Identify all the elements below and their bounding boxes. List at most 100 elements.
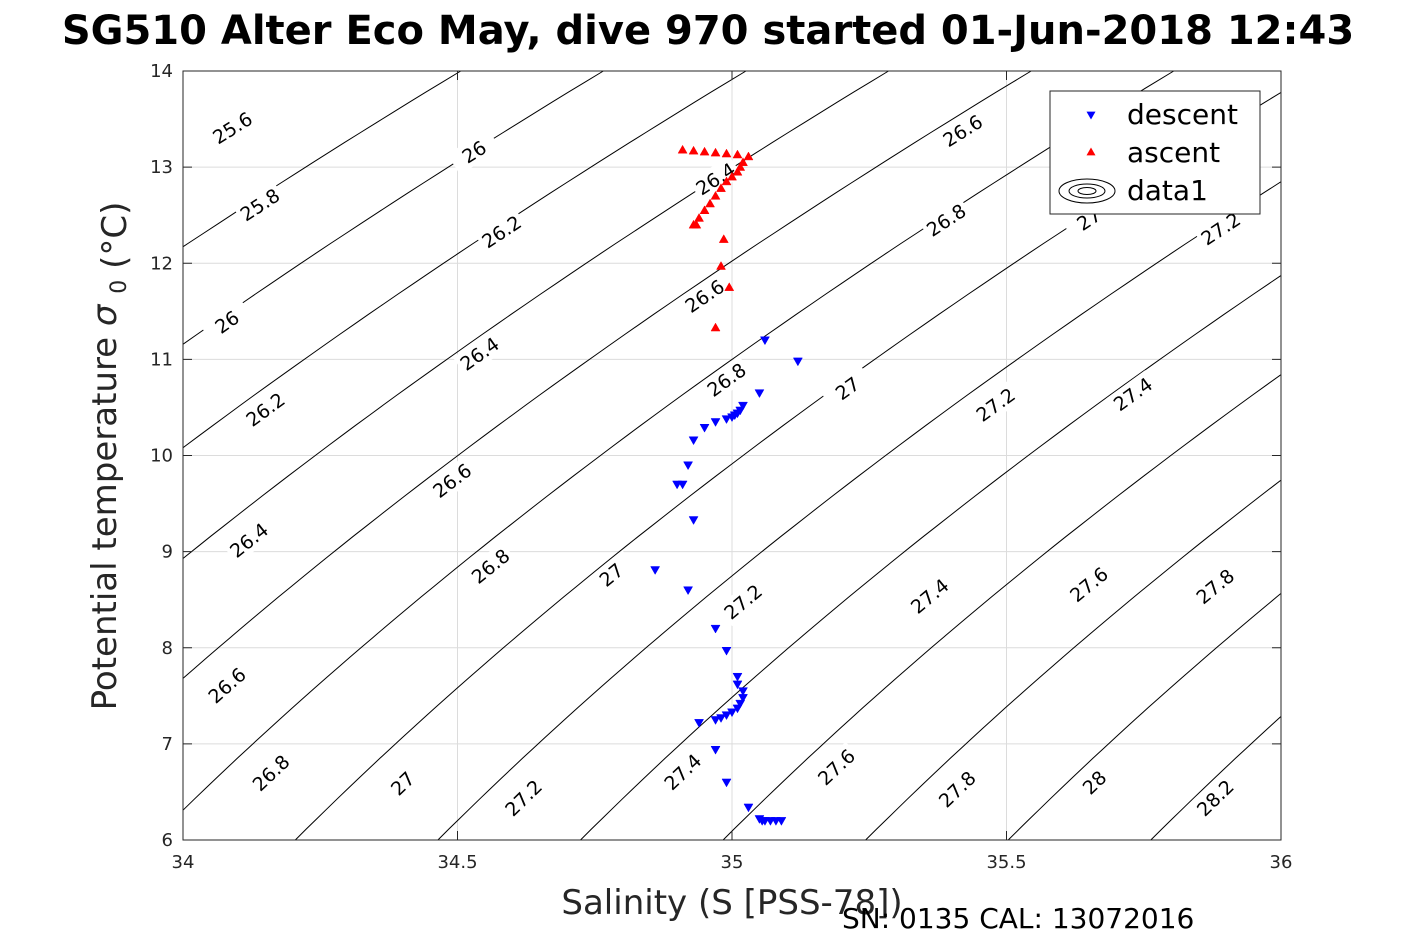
ascent-point-9 — [732, 166, 743, 176]
y-axis-label-main: Potential temperature — [85, 337, 125, 710]
contour-line-10 — [864, 479, 1281, 840]
contour-line-9 — [722, 374, 1281, 840]
legend-box — [1049, 90, 1261, 215]
x-tick-label-3: 35.5 — [986, 852, 1026, 873]
contour-label-bg-33 — [1189, 772, 1241, 824]
descent-point-30 — [694, 719, 704, 728]
descent-point-39 — [776, 817, 787, 826]
descent-point-31 — [710, 746, 721, 755]
contour-line-2 — [183, 71, 747, 449]
contour-label-bg-21 — [716, 577, 770, 627]
calibration-footer: SN: 0135 CAL: 13072016 — [842, 902, 1194, 935]
descent-point-17 — [683, 586, 694, 596]
descent-point-12 — [683, 461, 694, 471]
x-tick-label-2: 35 — [721, 852, 744, 873]
descent-point-10 — [699, 423, 710, 433]
contour-label-bg-13 — [700, 355, 754, 404]
contour-label-bg-19 — [464, 541, 517, 591]
ascent-point-1 — [688, 145, 699, 155]
x-tick-label-0: 34 — [172, 852, 195, 873]
descent-point-21 — [732, 680, 743, 690]
descent-point-29 — [710, 716, 721, 725]
contour-label-bg-23 — [1062, 559, 1116, 609]
y-axis-label-symbol: σ — [85, 303, 125, 326]
contour-label-bg-17 — [425, 456, 479, 505]
legend-label-data1: data1 — [1127, 174, 1208, 207]
legend-label-ascent: ascent — [1127, 136, 1220, 169]
contour-label-bg-22 — [903, 571, 956, 621]
x-axis-ticks: 34 34.5 35 35.5 36 — [172, 71, 1293, 873]
ascent-point-12 — [716, 183, 726, 192]
descent-point-9 — [710, 418, 721, 427]
ascent-point-21 — [724, 282, 735, 291]
ascent-point-11 — [721, 176, 732, 186]
contour-label-bg-6 — [677, 272, 732, 320]
ascent-point-15 — [699, 205, 710, 215]
contour-label-bg-32 — [1068, 757, 1120, 808]
descent-point-20 — [732, 672, 743, 682]
ascent-point-10 — [727, 171, 737, 181]
descent-point-19 — [721, 647, 732, 656]
contour-label-bg-28 — [497, 772, 549, 824]
descent-point-2 — [754, 389, 765, 399]
contour-label-bg-9 — [919, 196, 973, 244]
contour-label-bg-8 — [935, 107, 990, 154]
legend-marker-ascent — [1086, 147, 1096, 156]
descent-point-24 — [735, 699, 746, 709]
descent-series — [650, 336, 803, 826]
y-tick-label-0: 6 — [162, 830, 173, 851]
legend-marker-descent — [1086, 111, 1096, 120]
contour-label-bg-27 — [376, 758, 429, 809]
x-tick-label-1: 34.5 — [437, 852, 477, 873]
legend: descent ascent data1 — [1049, 90, 1261, 215]
ascent-point-13 — [710, 190, 721, 200]
y-tick-label-1: 7 — [162, 734, 173, 755]
y-tick-label-5: 11 — [150, 349, 173, 370]
contour-label-bg-26 — [245, 747, 297, 798]
contour-label-bg-31 — [931, 763, 983, 815]
contour-label-bg-11 — [1193, 205, 1248, 252]
ascent-point-18 — [688, 219, 699, 229]
contour-label-bg-24 — [1188, 561, 1242, 611]
contour-label-bg-15 — [969, 380, 1022, 429]
descent-point-0 — [792, 357, 803, 367]
contour-line-12 — [1150, 715, 1281, 840]
y-axis-ticks: 6 7 8 9 10 11 12 13 14 — [150, 61, 1281, 851]
x-tick-label-4: 36 — [1270, 852, 1293, 873]
descent-point-1 — [760, 336, 770, 346]
contour-label-bg-14 — [820, 364, 874, 412]
contour-line-5 — [183, 71, 1175, 811]
contour-label-bg-1 — [447, 128, 501, 175]
ascent-series — [677, 144, 754, 332]
descent-point-8 — [721, 415, 732, 424]
chart-title: SG510 Alter Eco May, dive 970 started 01… — [62, 8, 1354, 54]
contour-label-bg-18 — [222, 515, 276, 565]
ascent-point-4 — [721, 148, 732, 158]
contour-line-7 — [437, 181, 1281, 840]
descent-point-22 — [738, 687, 748, 697]
ascent-point-19 — [718, 234, 729, 243]
ascent-point-20 — [716, 261, 726, 270]
descent-point-14 — [672, 480, 683, 490]
contour-label-bg-30 — [810, 741, 863, 793]
contour-label-bg-3 — [474, 208, 529, 255]
descent-point-23 — [738, 694, 748, 703]
descent-point-32 — [721, 778, 732, 788]
contour-label-bg-5 — [452, 329, 506, 378]
descent-point-18 — [710, 624, 721, 634]
contour-line-8 — [579, 274, 1281, 840]
ascent-point-22 — [710, 322, 721, 332]
contour-line-4 — [183, 71, 1033, 680]
ascent-point-3 — [710, 147, 721, 157]
descent-point-16 — [650, 566, 661, 575]
y-tick-label-6: 12 — [150, 253, 173, 274]
legend-label-descent: descent — [1127, 98, 1238, 131]
ascent-point-6 — [743, 151, 754, 161]
y-tick-label-2: 8 — [162, 638, 173, 659]
ascent-point-14 — [705, 198, 715, 208]
contour-label-bg-12 — [238, 385, 292, 434]
descent-point-15 — [688, 516, 699, 525]
contour-label-bg-25 — [200, 660, 253, 711]
y-tick-label-4: 10 — [150, 446, 173, 467]
